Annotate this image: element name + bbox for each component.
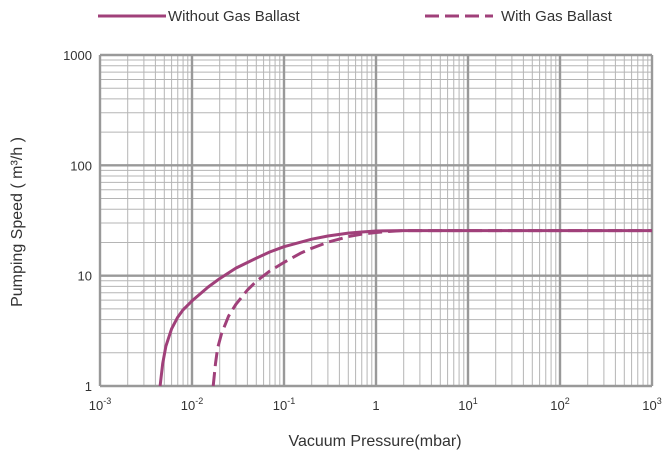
x-tick-label: 102 bbox=[550, 396, 569, 413]
series-line-2 bbox=[211, 229, 652, 387]
x-tick-label: 101 bbox=[458, 396, 477, 413]
legend-label-1: Without Gas Ballast bbox=[168, 8, 301, 25]
x-tick-label: 10-1 bbox=[273, 396, 295, 413]
y-tick-labels: 1 10 100 1000 bbox=[63, 48, 92, 394]
y-tick-label: 100 bbox=[70, 158, 92, 173]
legend-label-2: With Gas Ballast bbox=[501, 8, 613, 25]
y-axis-label: Pumping Speed ( m³/h ) bbox=[9, 137, 26, 307]
y-tick-label: 10 bbox=[78, 269, 92, 284]
x-tick-label: 103 bbox=[642, 396, 661, 413]
chart-series bbox=[158, 229, 652, 387]
y-tick-label: 1000 bbox=[63, 48, 92, 63]
x-tick-label: 10-3 bbox=[89, 396, 111, 413]
x-tick-labels: 10-3 10-2 10-1 1 101 102 103 bbox=[89, 396, 662, 413]
y-tick-label: 1 bbox=[85, 379, 92, 394]
x-tick-label: 10-2 bbox=[181, 396, 203, 413]
x-axis-label: Vacuum Pressure(mbar) bbox=[288, 433, 461, 450]
chart-grid bbox=[98, 53, 654, 388]
chart-legend: Without Gas Ballast With Gas Ballast bbox=[98, 8, 613, 25]
x-tick-label: 1 bbox=[372, 398, 379, 413]
